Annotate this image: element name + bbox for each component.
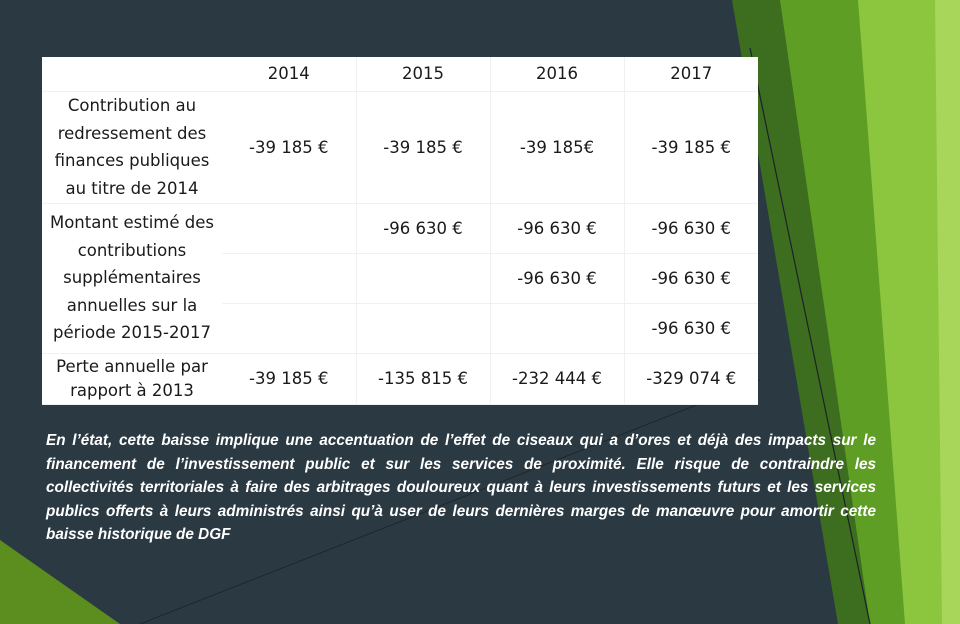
table-cell: -39 185 € (355, 91, 490, 204)
table-cell: -39 185€ (489, 91, 624, 204)
thin-line (749, 47, 871, 624)
table-header-row: 2014 2015 2016 2017 (42, 57, 758, 92)
table-cell: -96 630 € (489, 203, 624, 254)
table-row: -96 630 € (42, 303, 758, 354)
table-cell: -96 630 € (623, 203, 758, 254)
year-header: 2017 (623, 57, 758, 92)
table-cell: -329 074 € (623, 353, 758, 405)
green-shape-bottom-left (0, 540, 120, 624)
row-label: Contribution au redressement des finance… (42, 91, 222, 204)
table-cell: -96 630 € (623, 303, 758, 354)
table-cell-empty (355, 303, 490, 354)
year-header: 2014 (222, 57, 356, 92)
thin-line (139, 379, 761, 624)
green-shape-light (858, 0, 960, 624)
table-cell-empty (222, 203, 356, 254)
table-cell: -96 630 € (489, 253, 624, 304)
table-cell: -96 630 € (623, 253, 758, 304)
header-empty-cell (42, 57, 222, 92)
table-cell-empty (222, 253, 356, 304)
table-cell: -135 815 € (355, 353, 490, 405)
green-shape-highlight (935, 0, 960, 624)
table-row: -96 630 € -96 630 € (42, 253, 758, 304)
table-cell-empty (222, 303, 356, 354)
table-cell: -39 185 € (222, 91, 356, 204)
year-header: 2015 (355, 57, 490, 92)
table-cell: -96 630 € (355, 203, 490, 254)
table-row: Perte annuelle par rapport à 2013 -39 18… (42, 353, 758, 405)
table-cell-empty (355, 253, 490, 304)
table-row: Contribution au redressement des finance… (42, 91, 758, 204)
row-label: Perte annuelle par rapport à 2013 (42, 353, 222, 405)
table-row: Montant estimé des contributions supplém… (42, 203, 758, 354)
year-header: 2016 (489, 57, 624, 92)
row-label: Montant estimé des contributions supplém… (42, 203, 222, 354)
body-paragraph: En l’état, cette baisse implique une acc… (46, 432, 876, 544)
table-cell-empty (489, 303, 624, 354)
contribution-table: 2014 2015 2016 2017 Contribution au redr… (42, 57, 758, 405)
table-cell: -39 185 € (623, 91, 758, 204)
table-cell: -39 185 € (222, 353, 356, 405)
table-cell: -232 444 € (489, 353, 624, 405)
